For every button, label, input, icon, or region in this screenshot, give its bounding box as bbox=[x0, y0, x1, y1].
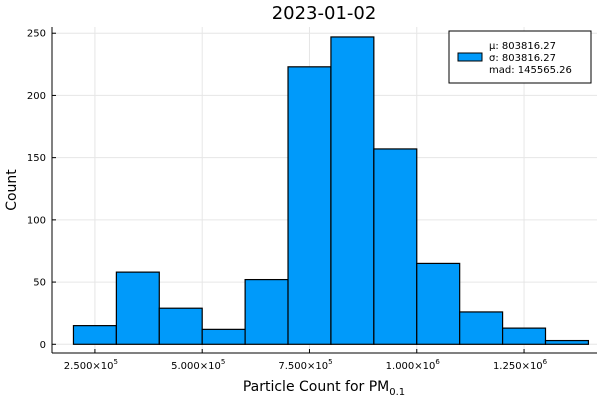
x-tick-label-exponent: 5 bbox=[221, 358, 225, 366]
x-tick-label-mantissa: 7.500×10 bbox=[278, 361, 328, 372]
x-tick-label: 1.000×106 bbox=[386, 358, 441, 372]
x-tick-label: 7.500×105 bbox=[278, 358, 332, 372]
y-tick-label: 150 bbox=[27, 153, 46, 164]
x-axis-label: Particle Count for PM0.1 bbox=[243, 379, 405, 398]
y-tick-label: 50 bbox=[33, 278, 46, 289]
legend: μ: 803816.27 σ: 803816.27 mad: 145565.26 bbox=[448, 30, 592, 84]
histogram-bar bbox=[115, 271, 160, 345]
legend-line-2: σ: 803816.27 bbox=[489, 53, 556, 64]
histogram-bar bbox=[373, 148, 418, 345]
y-tick-label: 100 bbox=[27, 215, 46, 226]
x-tick-label-exponent: 6 bbox=[435, 358, 440, 366]
chart-title: 2023-01-02 bbox=[272, 3, 377, 24]
x-tick-label: 5.000×105 bbox=[171, 358, 225, 372]
ticks: 2.500×105 5.000×105 7.500×105 1.000×106 1.25… bbox=[27, 29, 548, 372]
x-tick-label-mantissa: 1.250×10 bbox=[493, 361, 543, 372]
x-tick-label-exponent: 6 bbox=[543, 358, 548, 366]
x-tick-label-mantissa: 2.500×10 bbox=[64, 361, 114, 372]
x-tick-label-exponent: 5 bbox=[328, 358, 332, 366]
histogram-bar bbox=[544, 339, 590, 345]
legend-line-1: μ: 803816.27 bbox=[489, 41, 556, 52]
histogram-bar bbox=[459, 311, 504, 345]
y-axis-label: Count bbox=[4, 169, 20, 211]
histogram-bar bbox=[287, 66, 332, 345]
legend-swatch bbox=[457, 52, 483, 62]
histogram-bar bbox=[244, 278, 289, 345]
x-tick-label-mantissa: 5.000×10 bbox=[171, 361, 221, 372]
histogram-bar bbox=[416, 262, 461, 345]
legend-line-3: mad: 145565.26 bbox=[489, 65, 572, 76]
x-tick-label: 2.500×105 bbox=[64, 358, 118, 372]
histogram-bar bbox=[330, 36, 375, 345]
x-axis-label-subscript: 0.1 bbox=[389, 387, 405, 398]
histogram-bar bbox=[72, 325, 117, 345]
axes bbox=[51, 27, 597, 354]
x-tick-label-exponent: 5 bbox=[114, 358, 118, 366]
bars bbox=[72, 36, 590, 345]
y-tick-label: 200 bbox=[27, 91, 46, 102]
y-tick-label: 250 bbox=[27, 29, 46, 40]
x-tick-label: 1.250×106 bbox=[493, 358, 548, 372]
x-tick-label-mantissa: 1.000×10 bbox=[386, 361, 436, 372]
histogram-bar bbox=[201, 328, 246, 345]
histogram-bar bbox=[158, 307, 203, 345]
x-axis-label-main: Particle Count for PM bbox=[243, 379, 389, 395]
histogram-bar bbox=[501, 327, 547, 345]
y-tick-label: 0 bbox=[40, 340, 46, 351]
